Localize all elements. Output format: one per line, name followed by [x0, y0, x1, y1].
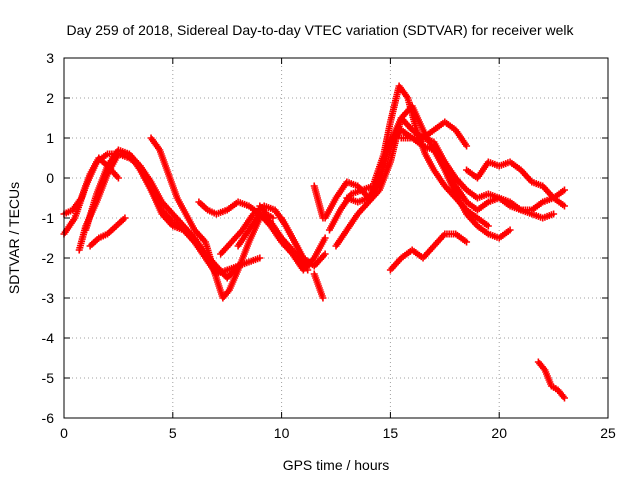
data-point-marker [484, 222, 492, 230]
series-s17 [332, 102, 514, 250]
x-axis-title: GPS time / hours [283, 457, 390, 473]
data-points [60, 82, 568, 402]
y-tick-label: -2 [42, 250, 55, 266]
y-tick-label: 3 [46, 50, 54, 66]
data-point-marker [560, 186, 568, 194]
series-s22 [534, 358, 568, 402]
series-s14 [310, 182, 327, 222]
data-point-marker [463, 142, 471, 150]
data-point-marker [321, 250, 329, 258]
series-s6 [147, 134, 264, 302]
data-point-marker [321, 234, 329, 242]
y-tick-label: -3 [42, 290, 55, 306]
series-s11 [256, 202, 277, 222]
series-s13 [310, 270, 327, 302]
data-point-marker [269, 214, 277, 222]
x-tick-label: 25 [600, 425, 616, 441]
series-s4 [82, 146, 220, 278]
y-tick-label: -5 [42, 370, 55, 386]
data-point-marker [256, 254, 264, 262]
y-tick-label: -1 [42, 210, 55, 226]
y-tick-label: 0 [46, 170, 54, 186]
series-s19 [397, 118, 471, 150]
x-tick-label: 0 [60, 425, 68, 441]
y-tick-label: -4 [42, 330, 55, 346]
x-tick-label: 5 [169, 425, 177, 441]
data-point-marker [560, 394, 568, 402]
data-point-marker [114, 174, 122, 182]
series-s20 [386, 230, 471, 274]
series-s21 [463, 158, 568, 210]
data-point-marker [560, 202, 568, 210]
data-point-marker [319, 294, 327, 302]
data-point-marker [463, 238, 471, 246]
series-s10 [234, 210, 329, 274]
data-point-marker [550, 210, 558, 218]
x-tick-label: 10 [274, 425, 290, 441]
x-tick-label: 20 [491, 425, 507, 441]
y-tick-label: 2 [46, 90, 54, 106]
x-tick-label: 15 [383, 425, 399, 441]
series-s5 [86, 214, 129, 250]
series-s8 [212, 254, 264, 278]
chart-title: Day 259 of 2018, Sidereal Day-to-day VTE… [66, 22, 574, 38]
data-point-marker [121, 214, 129, 222]
grid-lines [64, 58, 608, 418]
series-s12 [278, 214, 329, 270]
axis-ticks: 0 5 10 15 20 25 -6 -5 -4 -3 -2 -1 0 1 2 3 [42, 50, 616, 441]
y-tick-label: -6 [42, 410, 55, 426]
y-tick-label: 1 [46, 130, 54, 146]
y-axis-title: SDTVAR / TECUs [6, 182, 22, 294]
plot-frame [63, 57, 609, 419]
data-point-marker [506, 226, 514, 234]
